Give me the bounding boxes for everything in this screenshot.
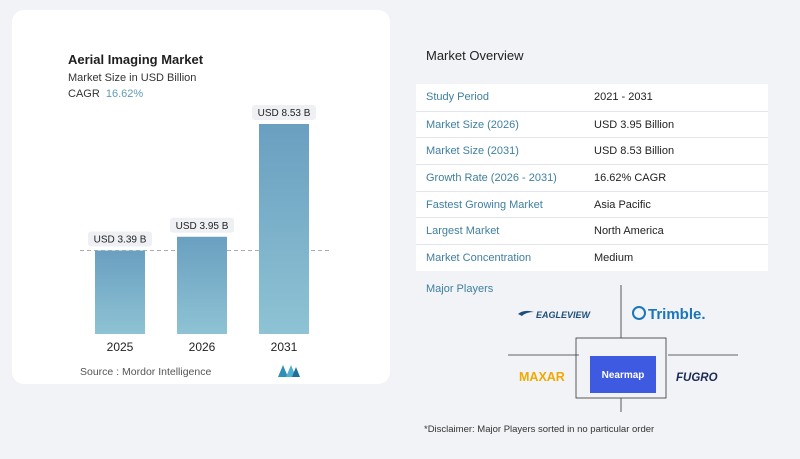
bar-2031: [259, 124, 309, 334]
market-overview-panel: Market Overview Study Period 2021 - 2031 M…: [416, 0, 800, 459]
overview-row-value: USD 8.53 Billion: [594, 145, 675, 158]
player-trimble: Trimble.: [648, 306, 706, 323]
data-label: USD 3.95 B: [176, 221, 229, 232]
overview-row-label: Growth Rate (2026 - 2031): [426, 171, 557, 184]
mordor-logo-icon: [278, 365, 300, 377]
chart-subtitle: Market Size in USD Billion: [68, 72, 197, 84]
data-label-bg: [88, 231, 152, 247]
overview-table: Study Period 2021 - 2031 Market Size (2026…: [416, 84, 768, 271]
players-title: Major Players: [426, 283, 494, 295]
x-tick-label: 2026: [189, 340, 216, 354]
overview-row-label: Market Concentration: [426, 251, 532, 264]
overview-row-value: Asia Pacific: [594, 198, 651, 211]
x-tick-label: 2025: [107, 340, 134, 354]
data-label-bg: [252, 105, 316, 120]
data-label: USD 8.53 B: [258, 108, 311, 119]
overview-row-label: Market Size (2031): [426, 145, 519, 158]
data-label: USD 3.39 B: [94, 235, 147, 246]
overview-row: Market Size (2026) USD 3.95 Billion: [416, 110, 768, 138]
cagr-label: CAGR: [68, 88, 100, 100]
overview-row: Growth Rate (2026 - 2031) 16.62% CAGR: [416, 164, 768, 191]
bar-2025: [95, 250, 145, 334]
source-note: Source : Mordor Intelligence: [80, 366, 212, 378]
overview-row-value: Medium: [594, 251, 634, 264]
overview-title: Market Overview: [426, 48, 524, 63]
overview-row-value: North America: [594, 225, 664, 238]
overview-row: Study Period 2021 - 2031: [416, 84, 768, 111]
major-players-grid: EAGLEVIEW Trimble. MAXAR Nearmap FUGRO: [508, 285, 738, 412]
overview-row-label: Fastest Growing Market: [426, 198, 543, 211]
overview-row-label: Largest Market: [426, 225, 500, 238]
chart-title: Aerial Imaging Market: [68, 52, 204, 67]
cagr-value: 16.62%: [105, 88, 144, 100]
nearmap-logo-box: [590, 356, 656, 393]
cagr-row: CAGR 16.62%: [68, 88, 143, 100]
bar-2026: [177, 236, 227, 334]
disclaimer: *Disclaimer: Major Players sorted in no …: [424, 424, 655, 435]
trimble-logo: Trimble.: [632, 306, 706, 323]
player-nearmap: Nearmap: [602, 370, 645, 381]
overview-row: Market Concentration Medium: [416, 244, 768, 271]
data-label-bg: [170, 217, 234, 233]
overview-row-value: 16.62% CAGR: [594, 171, 667, 184]
player-fugro: FUGRO: [676, 372, 718, 384]
x-tick-label: 2031: [271, 340, 298, 354]
overview-row-value: 2021 - 2031: [594, 91, 653, 104]
overview-row-value: USD 3.95 Billion: [594, 118, 675, 131]
player-maxar: MAXAR: [519, 370, 565, 384]
bar-chart: USD 3.39 B 2025 USD 3.95 B 2026 USD 8.53 B 20…: [80, 105, 330, 354]
overview-row-label: Study Period: [426, 91, 489, 104]
trimble-globe-icon: [632, 306, 646, 320]
eagle-wing-icon: [518, 310, 534, 316]
eagleview-logo: EAGLEVIEW: [518, 310, 592, 320]
overview-row: Market Size (2031) USD 8.53 Billion: [416, 137, 768, 165]
overview-row: Largest Market North America: [416, 217, 768, 245]
player-eagleview: EAGLEVIEW: [536, 310, 592, 320]
overview-row-label: Market Size (2026): [426, 118, 519, 131]
overview-row: Fastest Growing Market Asia Pacific: [416, 190, 768, 218]
